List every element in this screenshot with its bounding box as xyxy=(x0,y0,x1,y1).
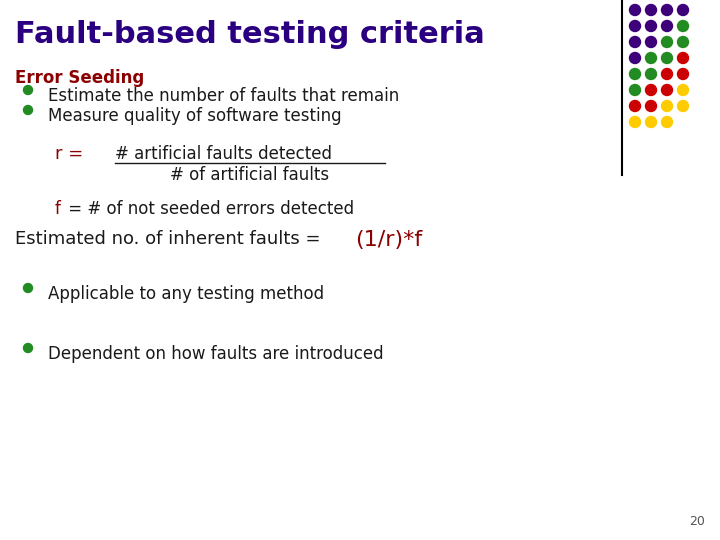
Ellipse shape xyxy=(678,84,688,96)
Ellipse shape xyxy=(662,4,672,16)
Ellipse shape xyxy=(646,100,657,111)
Ellipse shape xyxy=(646,117,657,127)
Ellipse shape xyxy=(24,343,32,353)
Ellipse shape xyxy=(629,21,641,31)
Text: r =: r = xyxy=(55,145,84,163)
Ellipse shape xyxy=(646,69,657,79)
Ellipse shape xyxy=(629,4,641,16)
Ellipse shape xyxy=(662,100,672,111)
Text: f: f xyxy=(55,200,61,218)
Ellipse shape xyxy=(629,100,641,111)
Ellipse shape xyxy=(678,69,688,79)
Ellipse shape xyxy=(629,37,641,48)
Text: Estimate the number of faults that remain: Estimate the number of faults that remai… xyxy=(48,87,400,105)
Text: # artificial faults detected: # artificial faults detected xyxy=(115,145,332,163)
Ellipse shape xyxy=(662,84,672,96)
Ellipse shape xyxy=(662,117,672,127)
Text: = # of not seeded errors detected: = # of not seeded errors detected xyxy=(63,200,354,218)
Ellipse shape xyxy=(678,37,688,48)
Text: 20: 20 xyxy=(689,515,705,528)
Ellipse shape xyxy=(678,4,688,16)
Ellipse shape xyxy=(662,52,672,64)
Text: Estimated no. of inherent faults =: Estimated no. of inherent faults = xyxy=(15,230,326,248)
Ellipse shape xyxy=(662,69,672,79)
Text: Dependent on how faults are introduced: Dependent on how faults are introduced xyxy=(48,345,384,363)
Text: Measure quality of software testing: Measure quality of software testing xyxy=(48,107,341,125)
Text: Fault-based testing criteria: Fault-based testing criteria xyxy=(15,20,485,49)
Ellipse shape xyxy=(646,52,657,64)
Ellipse shape xyxy=(646,21,657,31)
Ellipse shape xyxy=(629,52,641,64)
Ellipse shape xyxy=(646,4,657,16)
Text: (1/r)*f: (1/r)*f xyxy=(355,230,422,250)
Ellipse shape xyxy=(678,21,688,31)
Ellipse shape xyxy=(24,105,32,114)
Ellipse shape xyxy=(24,85,32,94)
Ellipse shape xyxy=(629,69,641,79)
Text: Error Seeding: Error Seeding xyxy=(15,69,144,87)
Ellipse shape xyxy=(646,37,657,48)
Text: Applicable to any testing method: Applicable to any testing method xyxy=(48,285,324,303)
Ellipse shape xyxy=(629,117,641,127)
Ellipse shape xyxy=(662,21,672,31)
Ellipse shape xyxy=(662,37,672,48)
Ellipse shape xyxy=(24,284,32,293)
Ellipse shape xyxy=(678,100,688,111)
Ellipse shape xyxy=(629,84,641,96)
Text: # of artificial faults: # of artificial faults xyxy=(171,166,330,184)
Ellipse shape xyxy=(646,84,657,96)
Ellipse shape xyxy=(678,52,688,64)
